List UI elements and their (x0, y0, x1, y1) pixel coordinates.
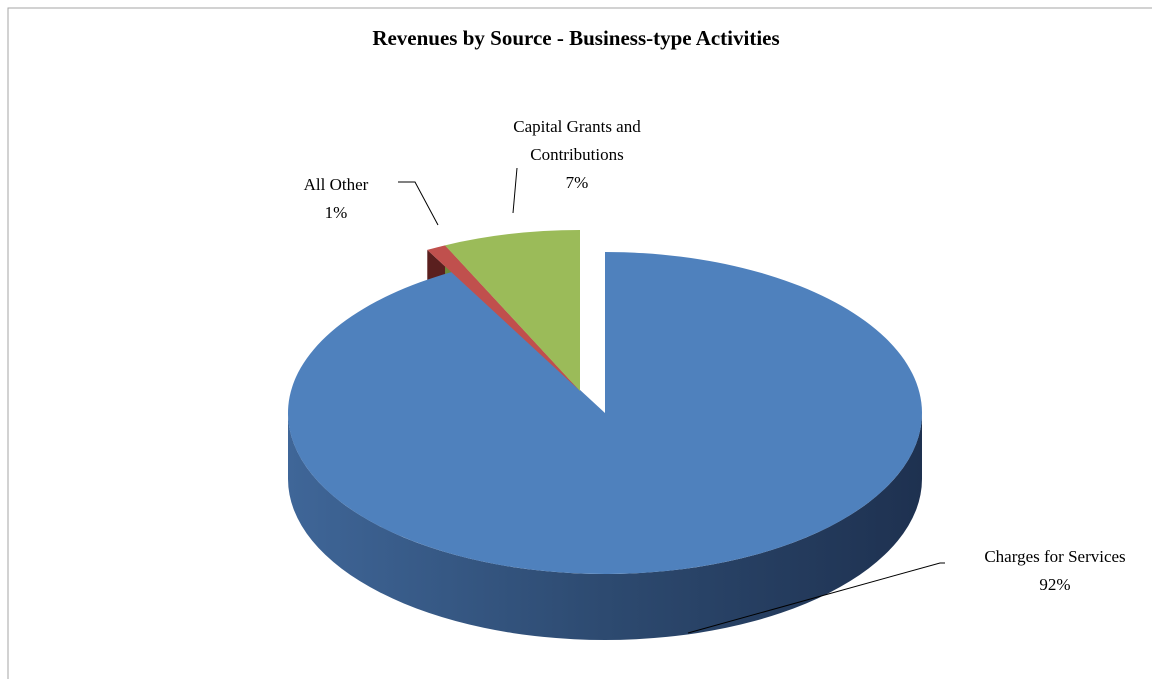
category-label: Charges for Services (984, 547, 1126, 566)
slice-side (288, 413, 922, 640)
value-label: 92% (1039, 575, 1071, 594)
pie (288, 230, 923, 640)
data-label: All Other 1% (276, 171, 396, 227)
pie-slice (427, 245, 580, 391)
data-label: Charges for Services 92% (945, 543, 1152, 599)
data-label: Capital Grants and Contributions 7% (482, 113, 672, 197)
pie-slice (288, 252, 923, 574)
leader-line (512, 167, 518, 214)
pie-slice (445, 230, 580, 391)
chart-border (7, 7, 1152, 679)
leader-line (398, 181, 439, 226)
category-label: All Other (303, 175, 369, 194)
chart-title: Revenues by Source - Business-type Activ… (372, 26, 780, 50)
category-label: Capital Grants and Contributions (513, 117, 641, 164)
value-label: 1% (324, 203, 348, 222)
value-label: 7% (565, 173, 589, 192)
leader-line (687, 562, 945, 634)
